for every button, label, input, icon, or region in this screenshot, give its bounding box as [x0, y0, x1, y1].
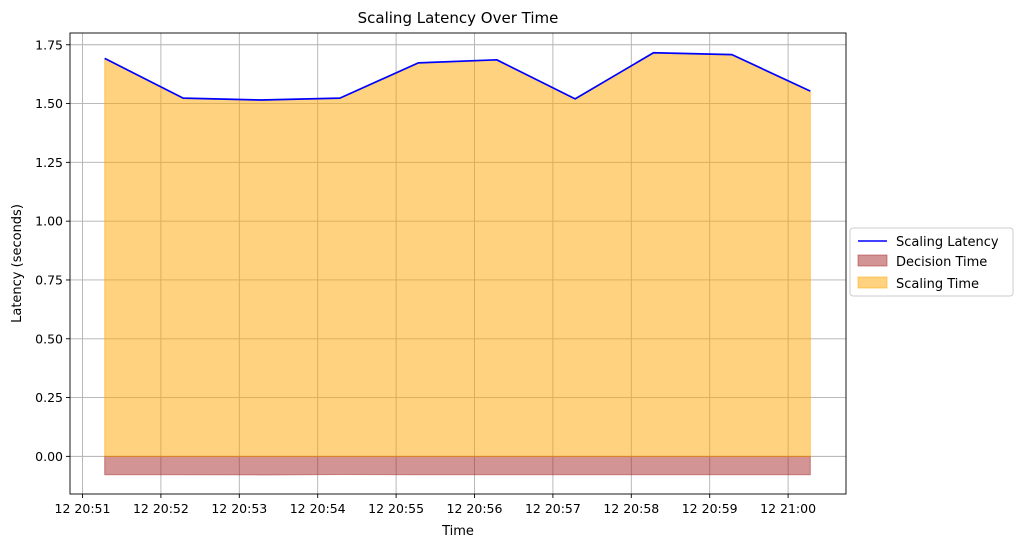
y-axis-title: Latency (seconds): [10, 204, 25, 323]
legend-label-scaling-time: Scaling Time: [896, 277, 979, 292]
y-tick-label: 1.25: [35, 155, 63, 170]
x-tick-label: 12 20:51: [55, 501, 111, 516]
scaling-latency-line: [104, 51, 811, 101]
y-tick-label: 0.50: [35, 331, 63, 346]
y-tick-label: 0.00: [35, 449, 63, 464]
x-tick-label: 12 20:54: [290, 501, 346, 516]
legend-label-decision-time: Decision Time: [896, 255, 987, 270]
x-tick-label: 12 20:52: [133, 501, 189, 516]
legend-box: [849, 227, 1014, 297]
x-tick-label: 12 20:57: [525, 501, 581, 516]
plot-frame: [69, 32, 847, 495]
y-tick-label: 0.25: [35, 390, 63, 405]
scaling-time-area: [104, 52, 811, 457]
x-tick-label: 12 20:53: [211, 501, 267, 516]
chart-title: Scaling Latency Over Time: [358, 9, 559, 27]
x-tick-label: 12 20:55: [368, 501, 424, 516]
x-tick-label: 12 20:56: [447, 501, 503, 516]
decision-time-area: [104, 455, 811, 476]
y-tick-label: 1.75: [35, 37, 63, 52]
area-fills: [104, 52, 811, 476]
legend-swatch-decision-time: [857, 254, 888, 267]
legend: Scaling Latency Decision Time Scaling Ti…: [849, 227, 1014, 297]
x-tick-label: 12 21:00: [760, 501, 816, 516]
y-tick-label: 1.50: [35, 96, 63, 111]
legend-label-scaling-latency: Scaling Latency: [896, 235, 999, 250]
axis-ticks: 0.00 0.25 0.50 0.75 1.00 1.25 1.50 1.75 12 20:51…: [35, 37, 816, 516]
y-tick-label: 0.75: [35, 272, 63, 287]
y-tick-label: 1.00: [35, 214, 63, 229]
x-axis-title: Time: [441, 524, 474, 539]
series-lines: [104, 51, 811, 101]
x-tick-label: 12 20:58: [603, 501, 659, 516]
x-tick-label: 12 20:59: [682, 501, 738, 516]
legend-swatch-scaling-time: [857, 276, 888, 289]
